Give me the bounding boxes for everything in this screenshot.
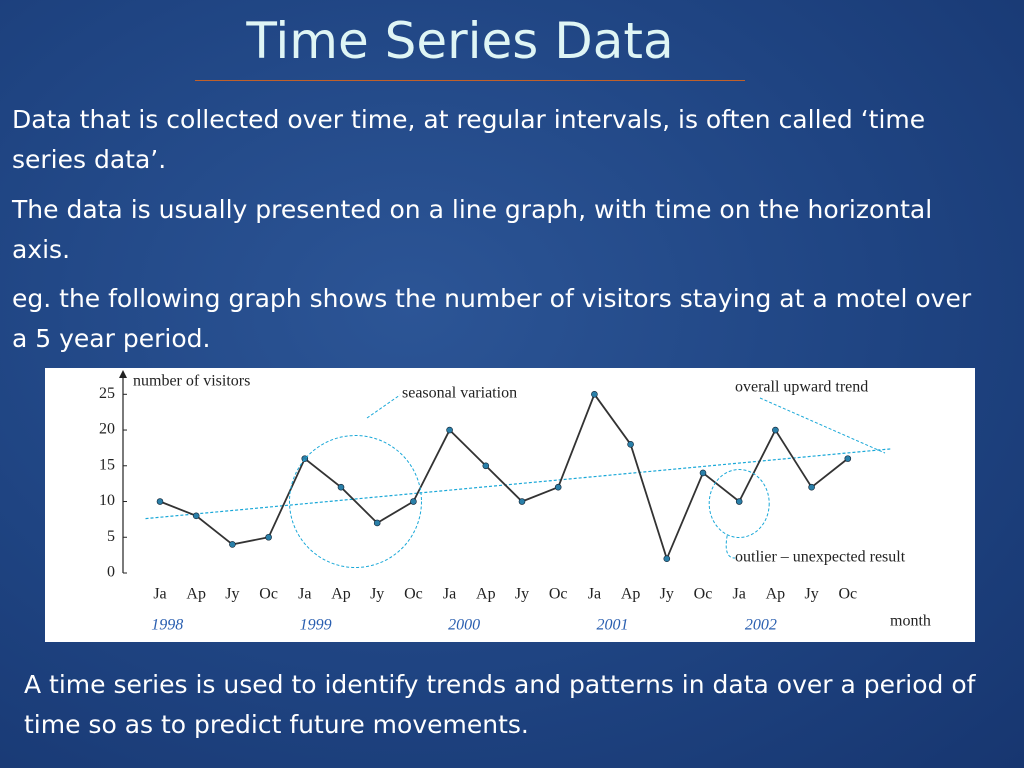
- chart: number of visitors month 0 5 10 15 20 25 Ja Ap Jy O…: [99, 370, 931, 634]
- x-tick-label: Jy: [370, 586, 384, 603]
- year-label: 2002: [745, 617, 777, 634]
- seasonal-pointer: [366, 394, 401, 419]
- data-point: [446, 426, 453, 434]
- year-label: 2001: [597, 617, 629, 634]
- y-tick-label: 5: [107, 528, 115, 545]
- annotation: seasonal variation: [402, 385, 517, 402]
- x-tick-label: Ja: [733, 586, 746, 603]
- data-point: [591, 390, 598, 398]
- seasonal-circle: [288, 435, 422, 569]
- x-tick-label: Ap: [476, 586, 496, 603]
- data-point: [772, 426, 779, 434]
- data-point: [735, 498, 743, 505]
- outlier-circle: [708, 469, 770, 539]
- x-tick-label: Ap: [766, 586, 786, 603]
- x-axis-label: month: [890, 613, 931, 630]
- conclusion: A time series is used to identify trends…: [24, 670, 976, 739]
- y-tick-label: 25: [99, 385, 115, 402]
- data-point: [337, 483, 345, 491]
- x-tick-label: Oc: [549, 586, 568, 603]
- y-axis-arrow: [119, 370, 127, 378]
- outlier-pointer: [725, 535, 736, 559]
- x-tick-label: Oc: [838, 586, 857, 603]
- x-tick-label: Ja: [153, 586, 166, 603]
- x-tick-label: Jy: [225, 586, 239, 603]
- y-tick-label: 10: [99, 492, 115, 509]
- data-point: [663, 555, 671, 563]
- data-point: [699, 469, 707, 477]
- y-tick-label: 0: [107, 564, 115, 581]
- x-tick-label: Oc: [259, 586, 278, 603]
- data-point: [192, 512, 200, 520]
- x-tick-label: Ap: [621, 586, 641, 603]
- x-tick-label: Jy: [515, 586, 529, 603]
- y-tick-label: 15: [99, 456, 115, 473]
- data-point: [808, 483, 815, 491]
- data-point: [482, 462, 490, 470]
- x-tick-label: Ja: [588, 586, 601, 603]
- annotation: outlier – unexpected result: [735, 549, 906, 566]
- year-label: 2000: [448, 617, 480, 634]
- data-point: [627, 441, 634, 448]
- annotation: overall upward trend: [735, 379, 868, 396]
- chart-box: number of visitors month 0 5 10 15 20 25 Ja Ap Jy O…: [45, 368, 975, 642]
- year-label: 1998: [151, 617, 183, 634]
- trend-pointer: [759, 397, 886, 454]
- data-point: [518, 498, 526, 505]
- data-point: [156, 498, 164, 505]
- x-tick-label: Oc: [404, 586, 423, 603]
- title-rule: [195, 80, 745, 81]
- paragraph: Data that is collected over time, at reg…: [12, 105, 926, 174]
- x-tick-label: Ja: [443, 586, 456, 603]
- paragraph: The data is usually presented on a line …: [12, 195, 933, 264]
- trend-line: [145, 448, 892, 520]
- x-tick-label: Ap: [331, 586, 351, 603]
- x-tick-label: Oc: [694, 586, 713, 603]
- year-label: 1999: [300, 617, 332, 634]
- paragraph: eg. the following graph shows the number…: [12, 284, 972, 353]
- data-point: [265, 533, 272, 541]
- x-tick-label: Jy: [804, 586, 818, 603]
- data-point: [229, 541, 236, 548]
- x-tick-label: Jy: [660, 586, 674, 603]
- data-point: [373, 519, 381, 527]
- data-point: [410, 498, 417, 505]
- x-tick-label: Ja: [298, 586, 311, 603]
- data-point: [844, 455, 852, 462]
- data-line: [159, 392, 849, 562]
- x-tick-label: Ap: [186, 586, 206, 603]
- data-point: [554, 483, 562, 491]
- y-tick-label: 20: [99, 421, 115, 438]
- slide-title: Time Series Data: [246, 12, 674, 70]
- y-axis-label: number of visitors: [133, 373, 250, 390]
